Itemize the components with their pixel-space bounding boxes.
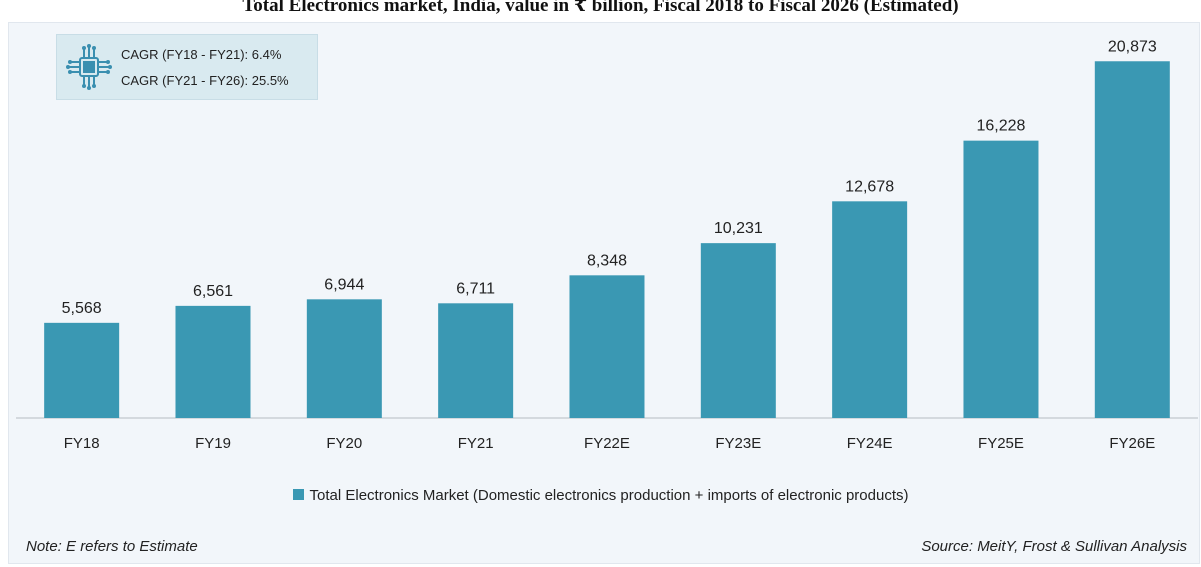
bar-fy23e: [700, 243, 776, 418]
x-tick-label-fy19: FY19: [195, 435, 231, 452]
bar-fy25e: [963, 140, 1039, 418]
data-label-fy21: 6,711: [456, 280, 495, 297]
x-tick-label-fy25e: FY25E: [978, 435, 1024, 452]
source-note: Source: MeitY, Frost & Sullivan Analysis: [921, 538, 1187, 555]
data-label-fy22e: 8,348: [587, 252, 627, 269]
legend-label: Total Electronics Market (Domestic elect…: [309, 487, 909, 504]
footnote: Note: E refers to Estimate: [26, 538, 198, 555]
data-label-fy18: 5,568: [62, 300, 102, 317]
x-tick-label-fy20: FY20: [326, 435, 362, 452]
cagr-fy18-fy21: CAGR (FY18 - FY21): 6.4%: [121, 47, 282, 62]
bar-fy19: [175, 305, 251, 418]
x-tick-label-fy23e: FY23E: [715, 435, 761, 452]
bar-fy20: [306, 299, 382, 418]
x-tick-label-fy22e: FY22E: [584, 435, 630, 452]
bar-fy26e: [1094, 61, 1170, 419]
data-label-fy19: 6,561: [193, 283, 233, 300]
bar-fy22e: [569, 275, 645, 418]
data-label-fy26e: 20,873: [1108, 38, 1157, 55]
x-tick-label-fy18: FY18: [64, 435, 100, 452]
data-label-fy24e: 12,678: [845, 178, 894, 195]
data-label-fy20: 6,944: [324, 276, 364, 293]
bar-fy18: [44, 322, 120, 418]
legend: Total Electronics Market (Domestic elect…: [0, 487, 1201, 504]
legend-swatch: [292, 489, 304, 500]
cagr-annotation-box: CAGR (FY18 - FY21): 6.4% CAGR (FY21 - FY…: [56, 34, 318, 100]
circuit-chip-icon: [66, 44, 112, 90]
cagr-fy21-fy26: CAGR (FY21 - FY26): 25.5%: [121, 73, 289, 88]
bar-fy21: [438, 303, 514, 418]
x-tick-label-fy24e: FY24E: [847, 435, 893, 452]
chart-title: Total Electronics market, India, value i…: [242, 0, 959, 16]
data-label-fy25e: 16,228: [977, 118, 1026, 135]
x-tick-label-fy26e: FY26E: [1109, 435, 1155, 452]
data-label-fy23e: 10,231: [714, 220, 763, 237]
bar-fy24e: [832, 201, 908, 418]
x-tick-label-fy21: FY21: [458, 435, 494, 452]
